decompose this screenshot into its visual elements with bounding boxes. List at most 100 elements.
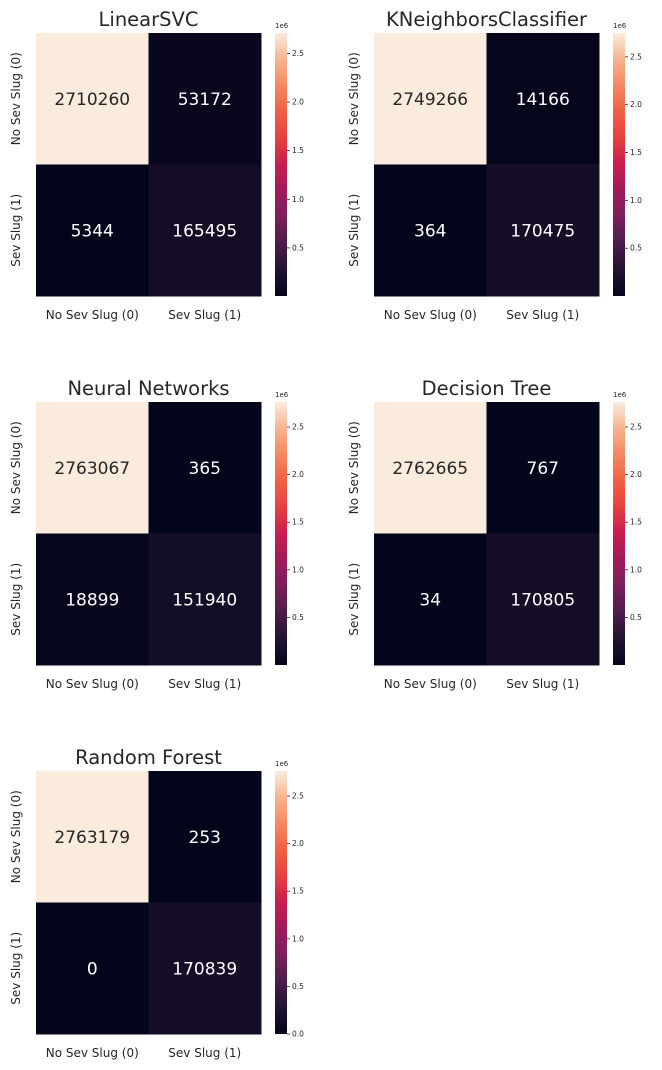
cell-value-label: 365: [189, 459, 221, 479]
colorbar-tick-label: 1.5: [292, 146, 304, 155]
colorbar-tick-label: 0.5: [292, 243, 304, 252]
heatmap-cell: [486, 164, 600, 297]
colorbar: [613, 402, 625, 665]
cell-value-label: 170475: [510, 221, 575, 241]
cell-value-label: 2762665: [392, 459, 468, 479]
cell-value-label: 53172: [178, 90, 232, 110]
colorbar: [613, 33, 625, 296]
colorbar-tick-label: 0.0: [292, 1030, 304, 1039]
colorbar-tick-label: 2.5: [292, 423, 304, 432]
colorbar-tick-label: 1.5: [292, 887, 304, 896]
heatmap-cell: [148, 902, 262, 1035]
heatmap-cell: [148, 771, 262, 903]
heatmap-cell: [486, 402, 600, 534]
cell-value-label: 34: [419, 590, 441, 610]
heatmap-cell: [36, 902, 149, 1035]
cell-value-label: 0: [87, 959, 98, 979]
heatmap-cell: [374, 33, 487, 165]
heatmap-cell: [36, 402, 149, 534]
y-tick-label: Sev Slug (1): [347, 194, 361, 267]
y-tick-label: No Sev Slug (0): [9, 421, 23, 514]
colorbar-tick-label: 1.0: [292, 565, 304, 574]
cell-value-label: 2763179: [54, 828, 130, 848]
heatmap-cell: [36, 33, 149, 165]
chart-title: Neural Networks: [67, 377, 229, 400]
colorbar-tick-label: 0.5: [630, 613, 642, 622]
colorbar-tick-label: 2.5: [292, 792, 304, 801]
colorbar-tick-label: 2.0: [292, 839, 304, 848]
x-tick-label: Sev Slug (1): [168, 308, 241, 322]
y-tick-label: Sev Slug (1): [9, 932, 23, 1005]
cell-value-label: 767: [527, 459, 559, 479]
cell-value-label: 165495: [172, 221, 237, 241]
colorbar: [275, 33, 287, 296]
x-tick-label: Sev Slug (1): [168, 1046, 241, 1060]
x-tick-label: No Sev Slug (0): [46, 308, 139, 322]
heatmap-cell: [148, 33, 262, 165]
colorbar-scale-label: 1e6: [275, 760, 289, 768]
colorbar-tick-label: 1.0: [292, 934, 304, 943]
cell-value-label: 5344: [71, 221, 114, 241]
colorbar-tick-label: 0.5: [292, 982, 304, 991]
heatmap-cell: [486, 33, 600, 165]
heatmap-cell: [148, 533, 262, 666]
y-tick-label: No Sev Slug (0): [9, 52, 23, 145]
chart-title: Decision Tree: [422, 377, 552, 400]
colorbar-tick-label: 2.5: [292, 49, 304, 58]
heatmap-cell: [36, 771, 149, 903]
colorbar-scale-label: 1e6: [613, 391, 627, 399]
colorbar-scale-label: 1e6: [275, 22, 289, 30]
cell-value-label: 2763067: [54, 459, 130, 479]
colorbar-tick-label: 2.0: [292, 470, 304, 479]
x-tick-label: No Sev Slug (0): [46, 1046, 139, 1060]
x-tick-label: No Sev Slug (0): [46, 677, 139, 691]
chart-title: LinearSVC: [99, 8, 199, 31]
cell-value-label: 364: [414, 221, 446, 241]
cell-value-label: 151940: [172, 590, 237, 610]
y-tick-label: Sev Slug (1): [347, 563, 361, 636]
colorbar-tick-label: 2.0: [630, 470, 642, 479]
chart-title: KNeighborsClassifier: [386, 8, 588, 31]
y-tick-label: Sev Slug (1): [9, 563, 23, 636]
x-tick-label: Sev Slug (1): [506, 308, 579, 322]
y-tick-label: No Sev Slug (0): [9, 790, 23, 883]
heatmap-cell: [148, 164, 262, 297]
cell-value-label: 14166: [516, 90, 570, 110]
heatmap-cell: [36, 533, 149, 666]
colorbar-tick-label: 1.5: [630, 518, 642, 527]
cell-value-label: 18899: [65, 590, 119, 610]
cell-value-label: 2710260: [54, 90, 130, 110]
colorbar-tick-label: 0.5: [630, 244, 642, 253]
colorbar-scale-label: 1e6: [613, 22, 627, 30]
colorbar-tick-label: 2.0: [630, 100, 642, 109]
y-tick-label: No Sev Slug (0): [347, 52, 361, 145]
heatmap-cell: [374, 533, 487, 666]
colorbar-tick-label: 2.0: [292, 98, 304, 107]
heatmap-cell: [374, 402, 487, 534]
chart-title: Random Forest: [75, 746, 222, 769]
colorbar-tick-label: 1.0: [292, 195, 304, 204]
cell-value-label: 2749266: [392, 90, 468, 110]
y-tick-label: Sev Slug (1): [9, 194, 23, 267]
colorbar: [275, 771, 287, 1034]
cell-value-label: 253: [189, 828, 221, 848]
cell-value-label: 170839: [172, 959, 237, 979]
x-tick-label: No Sev Slug (0): [384, 308, 477, 322]
cell-value-label: 170805: [510, 590, 575, 610]
y-tick-label: No Sev Slug (0): [347, 421, 361, 514]
colorbar-tick-label: 1.5: [630, 148, 642, 157]
colorbar-tick-label: 2.5: [630, 52, 642, 61]
colorbar-tick-label: 2.5: [630, 423, 642, 432]
heatmap-cell: [148, 402, 262, 534]
heatmap-cell: [36, 164, 149, 297]
colorbar-tick-label: 1.0: [630, 565, 642, 574]
x-tick-label: Sev Slug (1): [506, 677, 579, 691]
colorbar-scale-label: 1e6: [275, 391, 289, 399]
colorbar-tick-label: 1.0: [630, 196, 642, 205]
x-tick-label: Sev Slug (1): [168, 677, 241, 691]
heatmap-cell: [374, 164, 487, 297]
colorbar-tick-label: 0.5: [292, 613, 304, 622]
colorbar: [275, 402, 287, 665]
x-tick-label: No Sev Slug (0): [384, 677, 477, 691]
